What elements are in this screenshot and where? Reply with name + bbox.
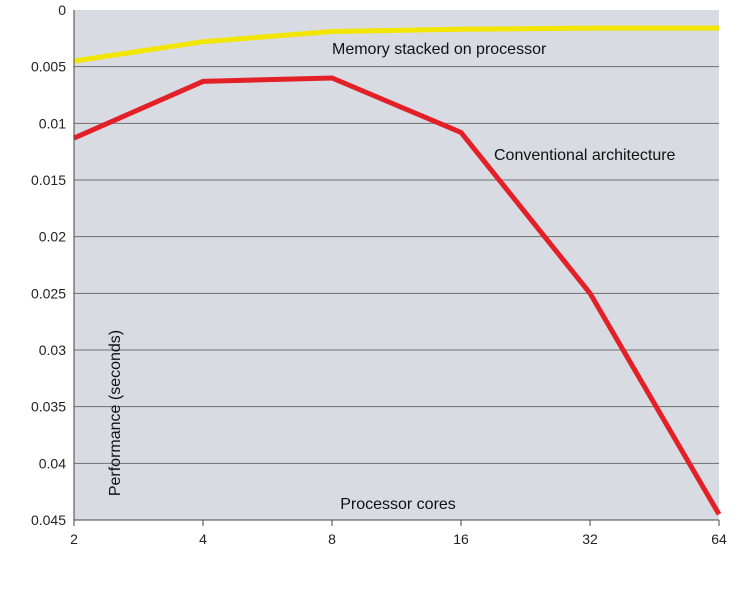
series-line-conventional xyxy=(72,75,722,516)
y-tick-label: 0.005 xyxy=(31,59,66,75)
y-tick-label: 0.025 xyxy=(31,285,66,301)
axes: 0 0.005 0.01 0.015 0.02 0.025 0.03 0.035 0.04 0.0… xyxy=(31,2,727,547)
x-tick-label: 16 xyxy=(453,531,469,547)
y-tick-label: 0.02 xyxy=(39,229,66,245)
plot-area xyxy=(74,10,719,520)
y-axis-title: Performance (seconds) xyxy=(107,330,124,496)
x-tick-label: 2 xyxy=(70,531,78,547)
series-lines xyxy=(72,25,722,516)
x-tick-label: 32 xyxy=(582,531,598,547)
series-line-memory-stacked xyxy=(73,25,719,64)
series-label-memory-stacked: Memory stacked on processor xyxy=(332,41,547,58)
x-tick-label: 4 xyxy=(199,531,207,547)
y-tick-label: 0.045 xyxy=(31,512,66,528)
labels: Memory stacked on processor Conventional… xyxy=(107,41,676,513)
y-tick-label: 0.015 xyxy=(31,172,66,188)
x-tick-label: 64 xyxy=(711,531,727,547)
gridlines xyxy=(74,66,719,464)
y-tick-label: 0.01 xyxy=(39,115,66,131)
y-tick-label: 0 xyxy=(58,2,66,18)
x-tick-label: 8 xyxy=(328,531,336,547)
series-label-conventional: Conventional architecture xyxy=(494,147,676,164)
y-tick-label: 0.04 xyxy=(39,455,66,471)
y-tick-label: 0.035 xyxy=(31,399,66,415)
x-axis-title: Processor cores xyxy=(340,496,456,513)
y-tick-label: 0.03 xyxy=(39,342,66,358)
